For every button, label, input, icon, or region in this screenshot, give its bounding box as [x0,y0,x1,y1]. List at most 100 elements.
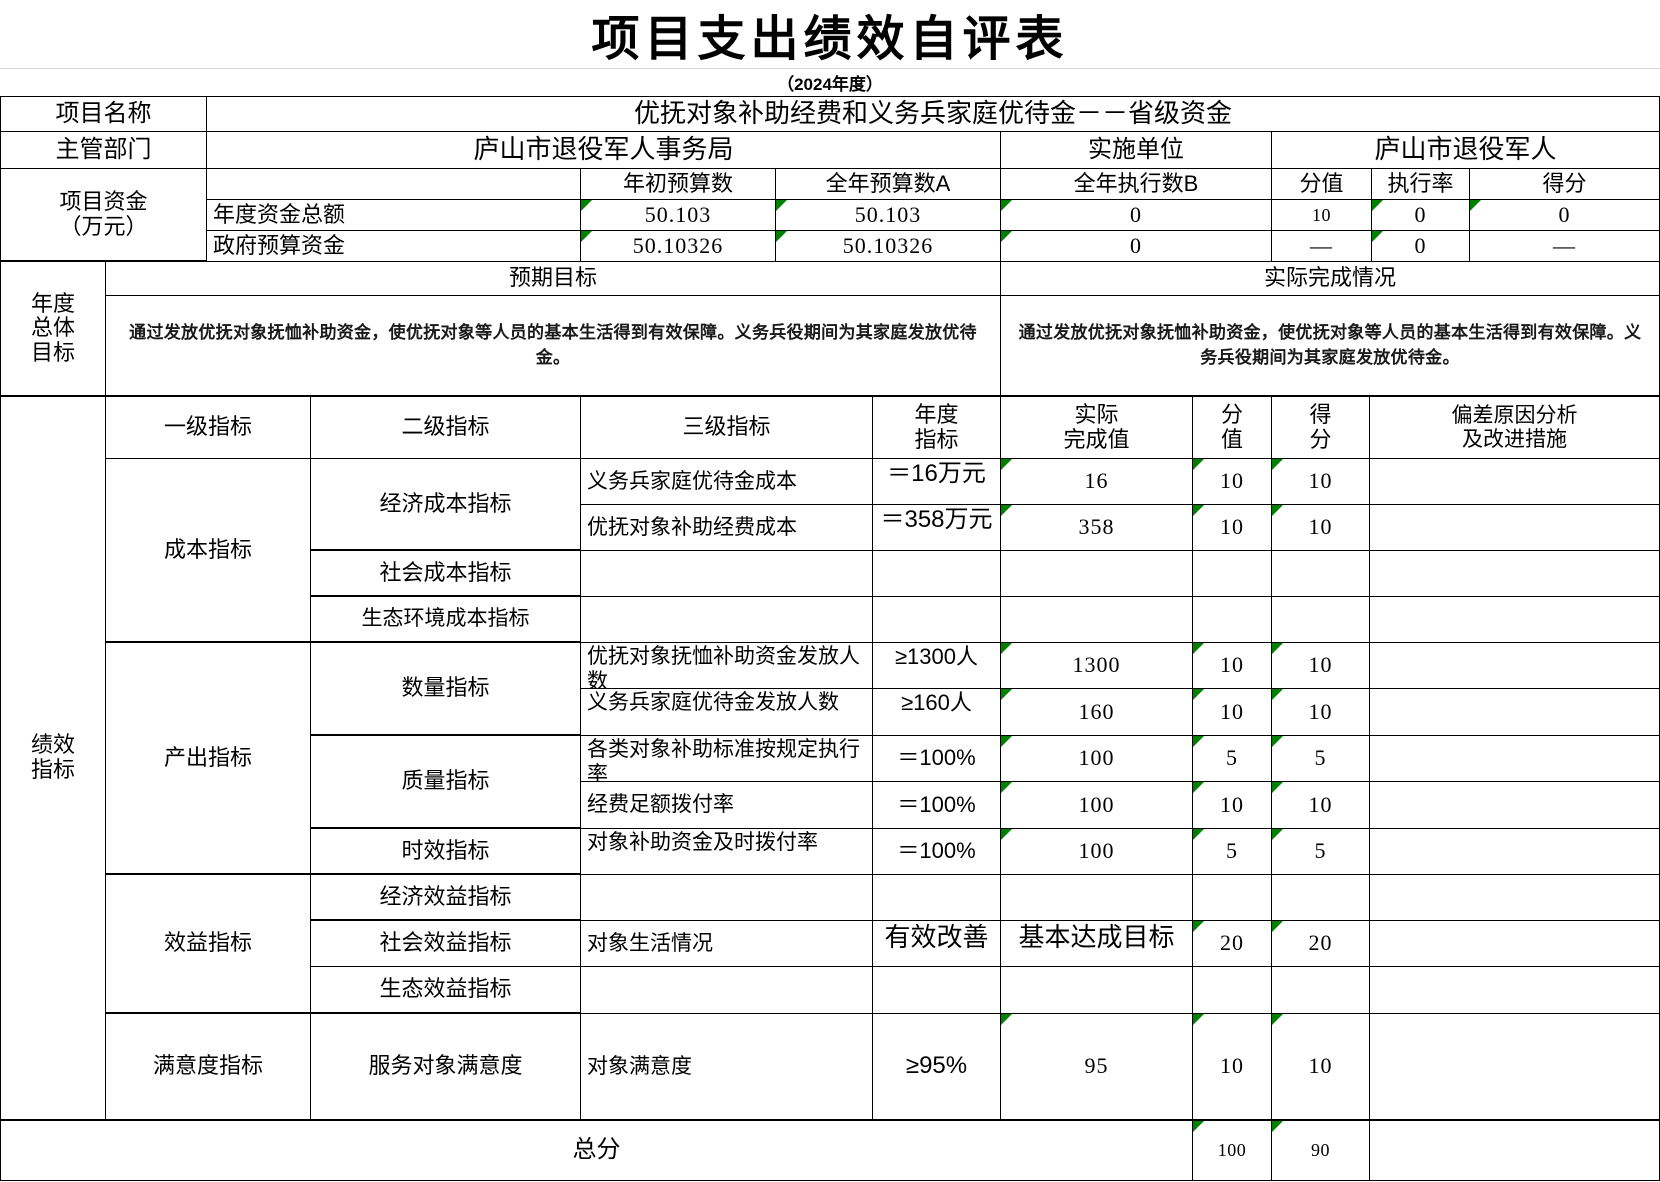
performance-indicators-label: 绩效 指标 [0,396,106,1120]
score-value: 10 [1192,458,1272,505]
implementing-unit-value: 庐山市退役军人 [1271,131,1660,169]
col-header-level3: 三级指标 [580,396,873,459]
col-header-annual-target-l1: 年度 [914,401,959,427]
funds-row-year-budget: 50.10326 [775,230,1001,262]
level3-name: 对象补助资金及时拨付率 [580,828,873,875]
actual-value [1000,596,1193,643]
deviation-analysis [1369,458,1660,505]
actual-value: 16 [1000,458,1193,505]
actual-value: 基本达成目标 [1000,920,1193,967]
deviation-analysis [1369,642,1660,689]
annual-target: ≥95% [872,1013,1001,1120]
score: 20 [1271,920,1370,967]
annual-target [872,874,1001,921]
project-name-value: 优抚对象补助经费和义务兵家庭优待金－－省级资金 [206,96,1660,132]
perf-label-line1: 绩效 [30,732,75,758]
score: 5 [1271,735,1370,782]
deviation-analysis [1369,688,1660,736]
funds-row-year-exec: 0 [1000,199,1272,231]
funds-row-exec-rate: 0 [1371,199,1470,231]
score-value: 5 [1192,828,1272,875]
funds-row-name: 年度资金总额 [206,199,581,231]
deviation-analysis [1369,504,1660,551]
score-value: 10 [1192,1013,1272,1120]
col-header-annual-target-l2: 指标 [914,426,959,452]
score [1271,874,1370,921]
level2-timeliness: 时效指标 [310,828,581,874]
annual-goal-label-line1: 年度 [30,290,75,316]
level1-group-output: 产出指标 [105,642,311,874]
level3-name: 义务兵家庭优待金成本 [580,458,873,505]
score: 10 [1271,688,1370,736]
annual-target [872,550,1001,597]
sheet-subtitle-row: （2024年度） [0,68,1660,96]
col-header-level1: 一级指标 [105,396,311,459]
project-funds-label-line1: 项目资金 [59,188,148,214]
deviation-analysis [1369,874,1660,921]
funds-rowname-header [206,168,581,200]
actual-value: 160 [1000,688,1193,736]
level3-name: 优抚对象补助经费成本 [580,504,873,551]
funds-row-score-value: 10 [1271,199,1372,231]
score: 5 [1271,828,1370,875]
total-score: 90 [1271,1120,1370,1181]
actual-value: 1300 [1000,642,1193,689]
funds-col-exec-rate: 执行率 [1371,168,1470,200]
col-header-score-value-l2: 值 [1220,426,1243,452]
score [1271,550,1370,597]
funds-col-begin-budget: 年初预算数 [580,168,776,200]
score: 10 [1271,1013,1370,1120]
level1-group-satisfaction: 满意度指标 [105,1013,311,1120]
level3-name: 经费足额拨付率 [580,781,873,829]
level2-service-satisfaction: 服务对象满意度 [310,1013,581,1120]
funds-col-score: 得分 [1469,168,1660,200]
actual-value: 100 [1000,828,1193,875]
level2-quantity: 数量指标 [310,642,581,735]
level2-social-benefit: 社会效益指标 [310,920,581,967]
funds-row-exec-rate: 0 [1371,230,1470,262]
actual-value: 100 [1000,781,1193,829]
funds-row-year-exec: 0 [1000,230,1272,262]
col-header-annual-target: 年度 指标 [872,396,1001,459]
actual-value [1000,874,1193,921]
page-title: 项目支出绩效自评表 [591,13,1069,66]
level3-name: 各类对象补助标准按规定执行率 [580,735,873,782]
sheet-title-row: 项目支出绩效自评表 [0,0,1660,69]
total-score-value: 100 [1192,1120,1272,1181]
annual-target: ≥160人 [872,688,1001,736]
annual-goal-label-line3: 目标 [30,339,75,365]
funds-col-year-budget: 全年预算数A [775,168,1001,200]
score: 10 [1271,781,1370,829]
score-value [1192,596,1272,643]
annual-target: ＝100% [872,781,1001,829]
score [1271,966,1370,1014]
funds-row-year-budget: 50.103 [775,199,1001,231]
funds-col-year-exec: 全年执行数B [1000,168,1272,200]
perf-label-line2: 指标 [30,757,75,782]
supervising-department-value: 庐山市退役军人事务局 [206,131,1001,169]
score-value: 20 [1192,920,1272,967]
project-name-label: 项目名称 [0,96,207,132]
actual-completion-text-cell: 通过发放优抚对象抚恤补助资金，使优抚对象等人员的基本生活得到有效保障。义务兵役期… [1000,295,1660,396]
score: 10 [1271,504,1370,551]
deviation-analysis [1369,1013,1660,1120]
col-header-actual-l2: 完成值 [1063,426,1130,452]
level3-name: 义务兵家庭优待金发放人数 [580,688,873,736]
actual-value: 100 [1000,735,1193,782]
expected-goal-text-cell: 通过发放优抚对象抚恤补助资金，使优抚对象等人员的基本生活得到有效保障。义务兵役期… [105,295,1001,396]
col-header-deviation-l2: 及改进措施 [1462,427,1567,451]
funds-row-name: 政府预算资金 [206,230,581,262]
implementing-unit-label: 实施单位 [1000,131,1272,169]
annual-overall-goal-label: 年度 总体 目标 [0,261,106,396]
supervising-department-label: 主管部门 [0,131,207,169]
level3-name: 对象生活情况 [580,920,873,967]
funds-row-begin-budget: 50.103 [580,199,776,231]
deviation-analysis [1369,596,1660,643]
funds-row-score-value: — [1271,230,1372,262]
funds-row-score: 0 [1469,199,1660,231]
score-value [1192,874,1272,921]
annual-target: ≥1300人 [872,642,1001,689]
col-header-actual-value: 实际 完成值 [1000,396,1193,459]
annual-target [872,966,1001,1014]
